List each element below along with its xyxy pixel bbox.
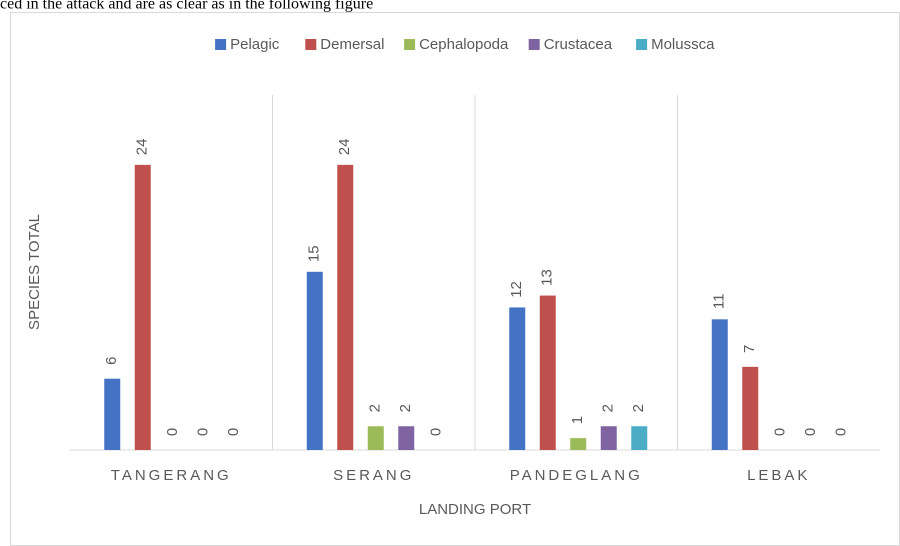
- data-label: 0: [428, 428, 445, 436]
- data-label: 0: [833, 428, 850, 436]
- bar: [134, 164, 151, 450]
- bar: [570, 438, 587, 450]
- data-label: 24: [336, 139, 353, 156]
- legend-swatch: [404, 39, 416, 50]
- data-label: 11: [711, 294, 728, 310]
- x-tick-label: TANGERANG: [111, 467, 232, 484]
- data-label: 2: [630, 404, 647, 412]
- data-label: 13: [539, 269, 556, 286]
- x-tick-label: SERANG: [333, 467, 414, 484]
- bar: [600, 426, 617, 450]
- data-label: 15: [306, 245, 323, 262]
- x-tick-label: PANDEGLANG: [510, 467, 643, 484]
- bar: [509, 307, 526, 450]
- data-label: 1: [569, 416, 586, 424]
- bar: [367, 426, 384, 450]
- bar: [539, 295, 556, 450]
- data-label: 2: [397, 404, 414, 412]
- data-label: 0: [772, 428, 789, 436]
- legend-label: Demersal: [320, 36, 384, 53]
- legend-label: Crustacea: [544, 36, 613, 53]
- data-label: 0: [802, 428, 819, 436]
- bar: [104, 378, 121, 450]
- legend-swatch: [305, 39, 317, 50]
- x-axis-title: LANDING PORT: [419, 501, 531, 518]
- data-label: 2: [367, 404, 384, 412]
- legend-label: Molussca: [651, 36, 715, 53]
- y-axis-title: SPECIES TOTAL: [26, 214, 43, 330]
- bar: [337, 164, 354, 450]
- data-label: 7: [741, 345, 758, 353]
- x-tick-label: LEBAK: [747, 467, 810, 484]
- data-label: 0: [225, 428, 242, 436]
- bar: [711, 319, 728, 450]
- legend-label: Cephalopoda: [419, 36, 509, 53]
- legend-swatch: [215, 39, 227, 50]
- bar: [742, 366, 759, 450]
- bar: [306, 271, 323, 450]
- legend-swatch: [528, 39, 540, 50]
- legend-swatch: [636, 39, 648, 50]
- data-label: 6: [103, 357, 120, 365]
- legend-label: Pelagic: [230, 36, 280, 53]
- data-label: 0: [195, 428, 212, 436]
- data-label: 2: [600, 404, 617, 412]
- caption: ced in the attack and are as clear as in…: [0, 0, 373, 13]
- data-label: 12: [508, 281, 525, 298]
- bar: [398, 426, 415, 450]
- data-label: 0: [164, 428, 181, 436]
- data-label: 24: [134, 139, 151, 156]
- bar: [631, 426, 648, 450]
